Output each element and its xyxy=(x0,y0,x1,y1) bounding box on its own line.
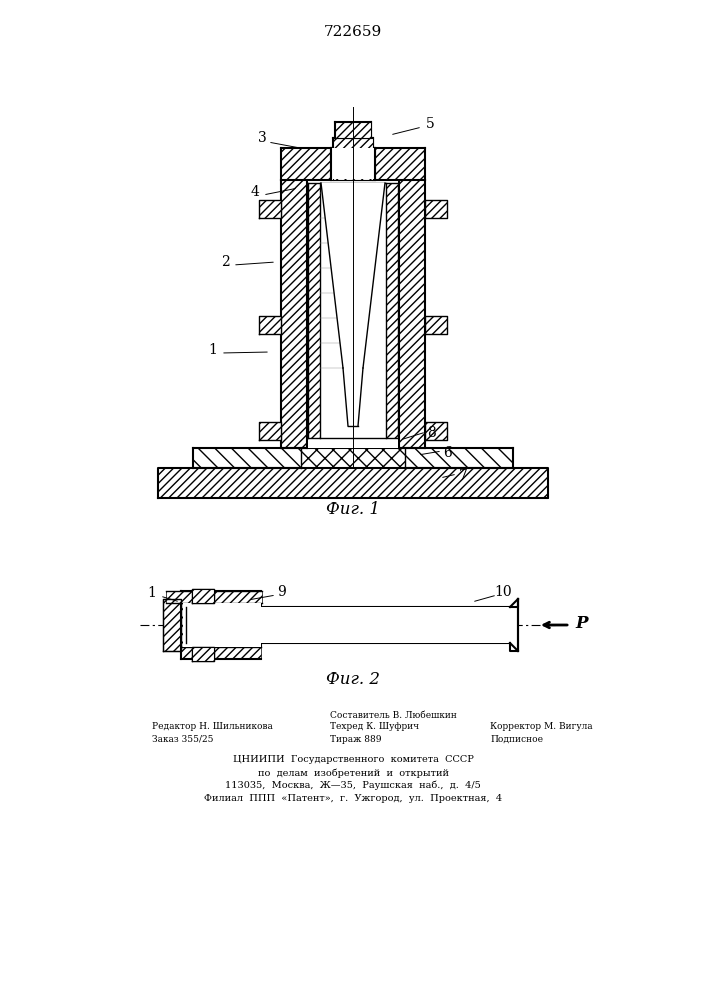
Text: 8: 8 xyxy=(428,426,436,440)
Text: 2: 2 xyxy=(221,255,229,269)
Text: Р: Р xyxy=(575,615,588,633)
Bar xyxy=(281,148,331,180)
Text: Составитель В. Любешкин: Составитель В. Любешкин xyxy=(330,711,457,720)
Text: Редактор Н. Шильникова: Редактор Н. Шильникова xyxy=(152,722,273,731)
Bar xyxy=(425,422,447,440)
Bar xyxy=(308,180,398,448)
Text: по  делам  изобретений  и  открытий: по делам изобретений и открытий xyxy=(257,768,448,778)
Bar xyxy=(183,603,261,647)
Bar xyxy=(281,180,307,448)
Text: 4: 4 xyxy=(250,185,259,199)
Text: 7: 7 xyxy=(459,469,467,483)
Text: 6: 6 xyxy=(443,446,452,460)
Bar xyxy=(192,647,214,661)
Bar xyxy=(192,589,214,603)
Polygon shape xyxy=(308,183,320,438)
Text: Фиг. 1: Фиг. 1 xyxy=(326,502,380,518)
Text: 5: 5 xyxy=(426,117,434,131)
Text: Фиг. 2: Фиг. 2 xyxy=(326,672,380,688)
Text: Заказ 355/25: Заказ 355/25 xyxy=(152,735,214,744)
Bar xyxy=(425,200,447,218)
Bar xyxy=(375,148,425,180)
Bar xyxy=(193,448,301,468)
Text: Подписное: Подписное xyxy=(490,735,543,744)
Text: 3: 3 xyxy=(257,131,267,145)
Text: 113035,  Москва,  Ж—35,  Раушская  наб.,  д.  4/5: 113035, Москва, Ж—35, Раушская наб., д. … xyxy=(225,781,481,790)
Text: Техред К. Шуфрич: Техред К. Шуфрич xyxy=(330,722,419,731)
Text: Тираж 889: Тираж 889 xyxy=(330,735,382,744)
Text: 1: 1 xyxy=(209,343,218,357)
Bar xyxy=(259,316,281,334)
Polygon shape xyxy=(386,183,398,438)
Bar xyxy=(331,148,375,180)
Bar xyxy=(405,448,513,468)
Bar xyxy=(186,607,510,643)
Polygon shape xyxy=(321,183,385,426)
Text: 10: 10 xyxy=(494,585,512,599)
Text: 722659: 722659 xyxy=(324,25,382,39)
Bar xyxy=(163,599,181,651)
Text: 1: 1 xyxy=(148,586,156,600)
Bar xyxy=(332,148,374,179)
Text: ЦНИИПИ  Государственного  комитета  СССР: ЦНИИПИ Государственного комитета СССР xyxy=(233,755,474,764)
Bar xyxy=(166,591,262,603)
Bar xyxy=(259,422,281,440)
Bar xyxy=(333,138,373,180)
Bar xyxy=(259,200,281,218)
Bar xyxy=(425,316,447,334)
Polygon shape xyxy=(510,599,518,651)
Bar xyxy=(335,122,371,138)
Bar xyxy=(158,468,548,498)
Text: 9: 9 xyxy=(278,585,286,599)
Bar xyxy=(301,448,405,468)
Text: Филиал  ППП  «Патент»,  г.  Ужгород,  ул.  Проектная,  4: Филиал ППП «Патент», г. Ужгород, ул. Про… xyxy=(204,794,502,803)
Text: Корректор М. Вигула: Корректор М. Вигула xyxy=(490,722,592,731)
Bar xyxy=(399,180,425,448)
Bar xyxy=(181,591,261,659)
